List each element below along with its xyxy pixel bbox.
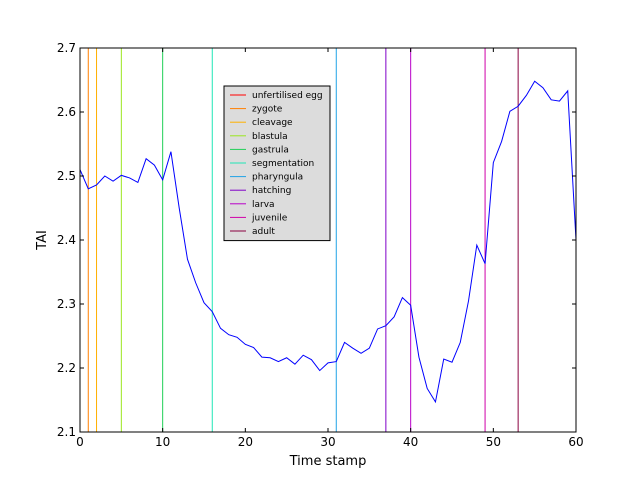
legend-label: blastula (252, 132, 288, 142)
legend-label: larva (252, 200, 275, 210)
y-tick-label: 2.5 (57, 169, 76, 183)
legend-label: juvenile (251, 213, 288, 223)
legend-label: adult (252, 227, 275, 237)
legend-label: zygote (252, 105, 283, 115)
y-tick-label: 2.1 (57, 425, 76, 439)
series-layer (79, 80, 577, 404)
legend-label: pharyngula (252, 173, 303, 183)
x-tick-label: 40 (403, 435, 418, 449)
legend-label: gastrula (252, 145, 289, 155)
y-axis-label: TAI (35, 230, 50, 251)
series-line (79, 80, 577, 404)
y-tick-label: 2.3 (57, 297, 76, 311)
legend-label: cleavage (252, 118, 293, 128)
legend-label: hatching (252, 186, 291, 196)
y-tick-label: 2.6 (57, 105, 76, 119)
x-tick-label: 30 (320, 435, 335, 449)
stage-markers (79, 48, 519, 432)
x-tick-label: 0 (76, 435, 84, 449)
legend: unfertilised egg zygote cleavage blastula ga… (223, 85, 331, 242)
legend-label: segmentation (252, 159, 314, 169)
x-tick-label: 50 (486, 435, 501, 449)
x-tick-label: 10 (155, 435, 170, 449)
x-tick-label: 60 (568, 435, 583, 449)
y-tick-label: 2.4 (57, 233, 76, 247)
x-tick-label: 20 (238, 435, 253, 449)
y-tick-label: 2.7 (57, 41, 76, 55)
y-tick-label: 2.2 (57, 361, 76, 375)
ticks-layer: 0 10 20 30 40 50 60 2.1 2.2 2.3 2.4 2.5 2.6 2.7 (57, 41, 584, 449)
legend-label: unfertilised egg (252, 91, 323, 101)
x-axis-label: Time stamp (289, 454, 367, 469)
